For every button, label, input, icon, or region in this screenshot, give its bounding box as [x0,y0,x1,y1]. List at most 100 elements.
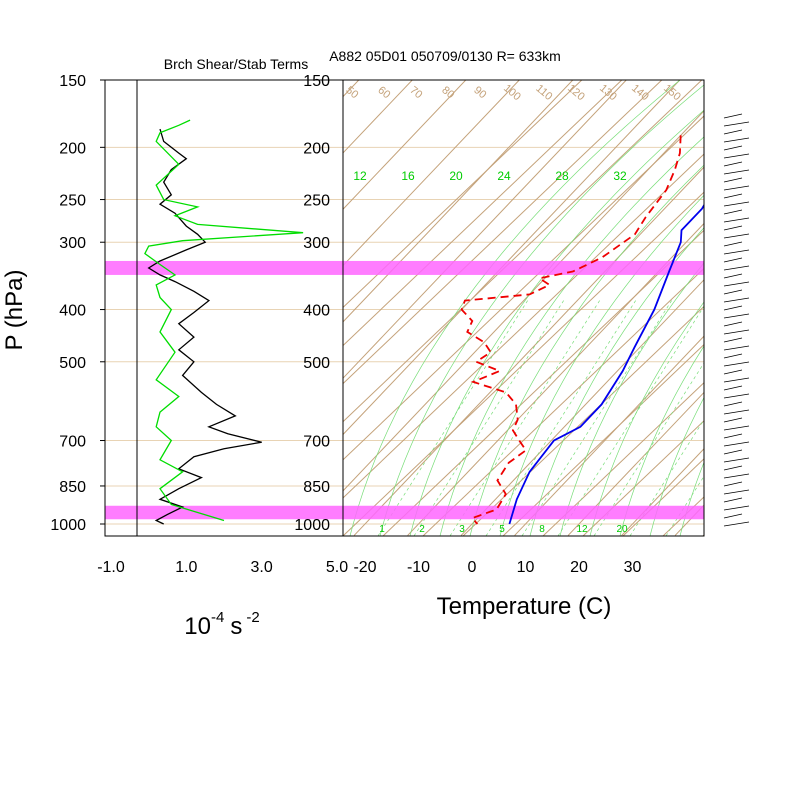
wind-barb [723,289,743,295]
wind-barb [723,217,750,223]
wind-barb [723,161,743,167]
wind-barb [723,473,750,479]
wind-barb [723,209,743,215]
saturation-adiabat-label: 20 [449,169,463,183]
saturation-adiabat [409,109,704,536]
right-x-tick-label: 0 [468,559,477,576]
dry-adiabat [343,191,704,536]
dry-adiabat [783,80,800,536]
left-x-axis-title-exp: -4 [211,609,224,626]
left-pressure-gridlines [105,79,343,525]
isotherm [782,64,800,536]
isotherm [0,64,267,536]
dry-adiabat [343,115,704,461]
saturation-adiabat-label: 12 [353,169,367,183]
isotherm [514,335,704,536]
right-highlight-bands [343,260,704,520]
left-x-axis-title-base: 10 [184,613,211,640]
right-y-tick-label: 300 [303,235,330,252]
left-x-axis-title: 10-4 s -2 [184,609,259,640]
wind-barb [723,201,750,207]
wind-barb [723,281,750,287]
mixing-ratio-line [521,299,673,536]
dry-adiabat [343,153,704,499]
left-x-tick-label: 5.0 [326,559,348,576]
mixing-ratio-line [557,305,704,536]
isotherm [343,80,520,267]
right-x-axis-title: Temperature (C) [437,593,612,620]
right-chart-title: A882 05D01 050709/0130 R= 633km [329,48,561,64]
wind-barb [723,169,750,175]
dry-adiabat-label: 60 [375,84,392,101]
dry-adiabat [382,229,704,536]
mixing-ratio-line [593,362,704,536]
left-y-tick-label: 300 [59,235,86,252]
left-series-line-0 [147,128,262,525]
dry-adiabat-label: 110 [533,82,554,102]
left-x-axis-title-unit: s [230,613,242,640]
left-y-axis-title: P (hPa) [1,270,28,351]
highlight-band [343,505,704,520]
wind-barb [723,521,750,527]
right-x-tick-labels: -20 -10 0 10 20 30 [353,559,641,576]
left-y-tick-label: 150 [59,73,86,90]
saturation-adiabat [649,396,704,536]
right-y-tick-label: 150 [303,73,330,90]
wind-barb [723,329,750,335]
wind-barb [723,129,743,135]
dry-adiabat [582,420,704,536]
mixing-ratio-line [449,299,601,536]
wind-barb [723,121,750,127]
dry-adiabat [542,381,704,536]
dry-adiabat [343,80,583,309]
left-x-tick-label: 1.0 [175,559,197,576]
left-x-tick-labels: -1.0 1.0 3.0 5.0 [97,559,348,576]
saturation-adiabat [499,194,704,536]
saturation-adiabat [439,136,704,536]
wind-barb [723,433,743,439]
wind-barb [723,401,743,407]
right-plot-frame [342,79,705,537]
wind-barb [723,177,743,183]
wind-barb [723,193,743,199]
wind-barb [723,249,750,255]
dry-adiabat [462,305,704,536]
left-y-tick-label: 400 [59,303,86,320]
wind-barb [723,385,743,391]
wind-barb [723,265,750,271]
right-series-group [460,135,704,525]
wind-barb [723,305,743,311]
wind-barb [723,465,743,471]
isotherm [343,80,467,210]
mixing-ratio-label: 12 [576,524,588,535]
right-y-tick-label: 400 [303,303,330,320]
left-y-tick-labels: 150 200 250 300 400 500 700 850 1000 [50,73,105,534]
wind-barb [723,113,743,119]
saturation-adiabat [349,80,681,536]
mixing-ratio-line [377,299,529,536]
mixing-ratio-line [629,418,704,536]
skew-t-background [0,64,800,536]
wind-barb [723,409,750,415]
wind-barb [723,145,743,151]
dry-adiabat-labels: 50 60 70 80 90 100 110 120 130 140 150 [343,82,682,103]
wind-barb [723,257,743,263]
left-y-tick-label: 250 [59,193,86,210]
wind-barb [723,137,750,143]
dry-adiabat-label: 100 [501,82,523,103]
mixing-ratio-label: 1 [379,524,385,535]
dry-adiabat [422,267,704,536]
left-y-tick-label: 850 [59,479,86,496]
wind-barb [723,345,750,351]
dry-adiabat-label: 80 [439,84,456,101]
right-y-tick-label: 700 [303,434,330,451]
saturation-adiabat [619,345,704,536]
right-x-tick-label: 20 [570,559,588,576]
wind-barb [723,353,743,359]
wind-barb [723,457,750,463]
left-y-tick-label: 200 [59,140,86,157]
isotherm [343,80,413,154]
saturation-adiabat [559,262,704,536]
wind-barb [723,377,750,383]
